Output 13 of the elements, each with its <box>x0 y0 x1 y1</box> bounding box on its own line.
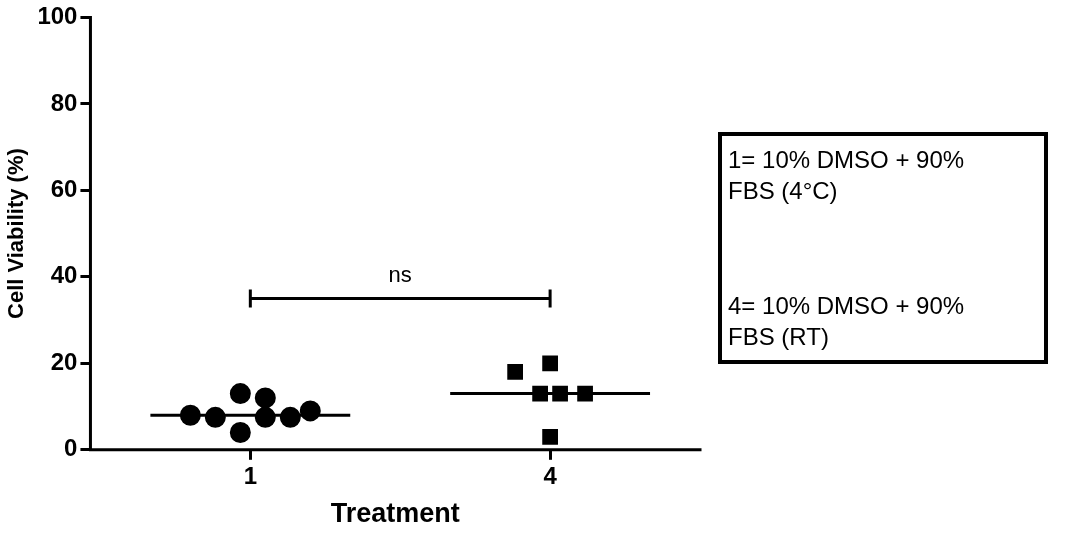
text: 4= 10% DMSO + 90% FBS (RT) <box>728 291 966 352</box>
text: 1= 10% DMSO + 90% FBS (4°C) <box>728 145 966 206</box>
y-tick-label: 100 <box>37 2 78 30</box>
y-tick-label: 40 <box>50 261 78 289</box>
y-tick-label: 60 <box>50 174 78 202</box>
y-axis-title: Cell Viability (%) <box>3 148 29 319</box>
annotation: ns <box>388 261 412 287</box>
x-axis-title: Treatment <box>330 498 460 529</box>
x-tick-label: 4 <box>543 461 558 489</box>
x-tick-label: 1 <box>243 461 258 489</box>
y-tick-label: 80 <box>50 88 78 116</box>
y-tick-label: 0 <box>64 434 78 462</box>
y-tick-label: 20 <box>50 347 78 375</box>
